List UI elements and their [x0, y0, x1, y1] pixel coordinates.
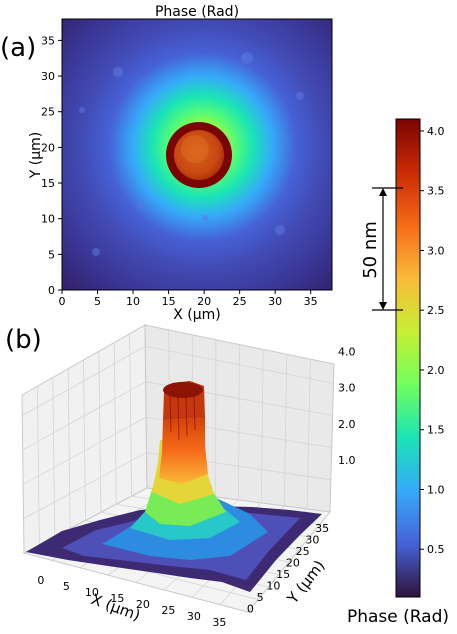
heatmap-y-tick-label: 20	[41, 141, 55, 154]
heatmap-y-tick-label: 35	[41, 34, 55, 47]
heatmap-y-tick-label: 25	[41, 106, 55, 119]
surface-x-tick-label: 5	[63, 580, 70, 593]
height-scale-annotation: 50 nm	[360, 187, 403, 311]
heatmap-y-tick-label: 0	[48, 284, 55, 297]
colorbar-axis: 0.5 1.0 1.5 2.0 2.5 3.0 3.5 4.0	[420, 125, 445, 556]
panel-label-b: (b)	[5, 325, 42, 355]
heatmap-x-axis: 0 5 10 15 20 25 30 35	[59, 290, 318, 308]
colorbar-label: Phase (Rad)	[347, 607, 449, 627]
colorbar-gradient	[395, 118, 421, 598]
heatmap-y-tick-label: 10	[41, 213, 55, 226]
surface-x-tick-label: 15	[110, 592, 124, 605]
heatmap-y-axis: 0 5 10 15 20 25 30 35	[41, 34, 62, 297]
heatmap-y-tick-label: 30	[41, 70, 55, 83]
surface-x-tick-label: 30	[187, 610, 201, 623]
surface-x-tick-label: 25	[161, 604, 175, 617]
scale-annotation-text: 50 nm	[360, 221, 381, 279]
heatmap-x-tick-label: 15	[162, 295, 176, 308]
surface-mesh	[26, 381, 322, 592]
surface-z-tick-label: 1.0	[338, 454, 356, 467]
surface-z-tick-label: 4.0	[338, 346, 356, 359]
colorbar-tick-label: 4.0	[427, 125, 445, 138]
heatmap-frame	[61, 18, 333, 291]
heatmap-x-tick-label: 0	[59, 295, 66, 308]
heatmap-title: Phase (Rad)	[155, 4, 239, 20]
background-speckles	[79, 52, 304, 256]
colorbar-tick-label: 3.5	[427, 185, 445, 198]
colorbar-tick-label: 2.5	[427, 304, 445, 317]
heatmap-x-tick-label: 10	[126, 295, 140, 308]
heatmap-x-tick-label: 5	[94, 295, 101, 308]
surface-x-tick-label: 10	[85, 586, 99, 599]
heatmap-x-tick-label: 20	[197, 295, 211, 308]
surface-z-axis: 1.0 2.0 3.0 4.0	[338, 346, 356, 467]
heatmap-x-tick-label: 30	[268, 295, 282, 308]
phase-plateau	[174, 130, 224, 180]
surface-y-tick-label: 35	[315, 522, 329, 535]
surface-y-tick-label: 20	[286, 557, 300, 570]
colorbar-tick-label: 1.0	[427, 483, 445, 496]
heatmap-x-tick-label: 25	[233, 295, 247, 308]
plateau-highlight	[181, 135, 209, 163]
colorbar-tick-label: 3.0	[427, 244, 445, 257]
surface-y-tick-label: 30	[305, 534, 319, 547]
heatmap-y-tick-label: 5	[48, 248, 55, 261]
heatmap-y-tick-label: 15	[41, 177, 55, 190]
surface-z-tick-label: 2.0	[338, 418, 356, 431]
colorbar-tick-label: 0.5	[427, 543, 445, 556]
surface-z-tick-label: 3.0	[338, 382, 356, 395]
surface-y-tick-label: 15	[276, 568, 290, 581]
heatmap-plot-area	[62, 19, 332, 290]
surface-y-tick-label: 25	[296, 545, 310, 558]
surface-x-tick-label: 20	[136, 598, 150, 611]
surface-y-tick-label: 10	[266, 580, 280, 593]
heatmap-x-label: X (μm)	[173, 307, 221, 323]
surface-x-tick-label: 35	[212, 616, 226, 629]
heatmap-y-label: Y (μm)	[28, 132, 44, 179]
colorbar-tick-label: 2.0	[427, 364, 445, 377]
surface-x-tick-label: 0	[37, 574, 44, 587]
surface-y-tick-label: 0	[247, 603, 254, 616]
colorbar-tick-label: 1.5	[427, 424, 445, 437]
panel-label-a: (a)	[0, 33, 36, 63]
surface-x-axis: 0 5 10 15 20 25 30 35	[37, 574, 226, 629]
heatmap-x-tick-label: 35	[304, 295, 318, 308]
surface-y-tick-label: 5	[257, 591, 264, 604]
